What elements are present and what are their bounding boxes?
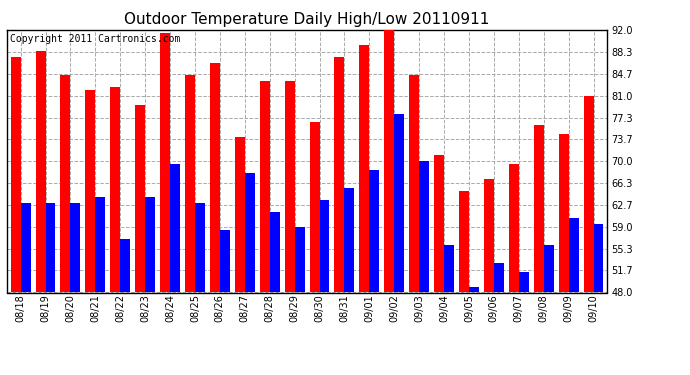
Bar	[544, 245, 553, 292]
Bar	[220, 230, 230, 292]
Bar	[70, 203, 80, 292]
Bar	[519, 272, 529, 292]
Bar	[270, 212, 279, 292]
Title: Outdoor Temperature Daily High/Low 20110911: Outdoor Temperature Daily High/Low 20110…	[124, 12, 490, 27]
Bar	[195, 203, 205, 292]
Bar	[459, 191, 469, 292]
Bar	[359, 45, 369, 292]
Bar	[185, 75, 195, 292]
Bar	[120, 239, 130, 292]
Bar	[394, 114, 404, 292]
Bar	[95, 197, 106, 292]
Bar	[310, 123, 319, 292]
Bar	[21, 203, 30, 292]
Bar	[110, 87, 120, 292]
Bar	[61, 75, 70, 292]
Bar	[170, 164, 180, 292]
Bar	[469, 286, 479, 292]
Bar	[319, 200, 329, 292]
Bar	[295, 227, 304, 292]
Bar	[569, 218, 578, 292]
Bar	[285, 81, 295, 292]
Bar	[593, 224, 604, 292]
Bar	[145, 197, 155, 292]
Bar	[235, 137, 245, 292]
Bar	[384, 30, 394, 292]
Bar	[559, 134, 569, 292]
Bar	[259, 81, 270, 292]
Bar	[534, 126, 544, 292]
Bar	[344, 188, 355, 292]
Text: Copyright 2011 Cartronics.com: Copyright 2011 Cartronics.com	[10, 34, 180, 44]
Bar	[46, 203, 55, 292]
Bar	[210, 63, 220, 292]
Bar	[10, 57, 21, 292]
Bar	[369, 170, 380, 292]
Bar	[160, 33, 170, 292]
Bar	[584, 96, 593, 292]
Bar	[434, 155, 444, 292]
Bar	[36, 51, 46, 292]
Bar	[245, 173, 255, 292]
Bar	[509, 164, 519, 292]
Bar	[409, 75, 419, 292]
Bar	[444, 245, 454, 292]
Bar	[494, 262, 504, 292]
Bar	[135, 105, 145, 292]
Bar	[484, 179, 494, 292]
Bar	[419, 161, 429, 292]
Bar	[335, 57, 344, 292]
Bar	[86, 90, 95, 292]
